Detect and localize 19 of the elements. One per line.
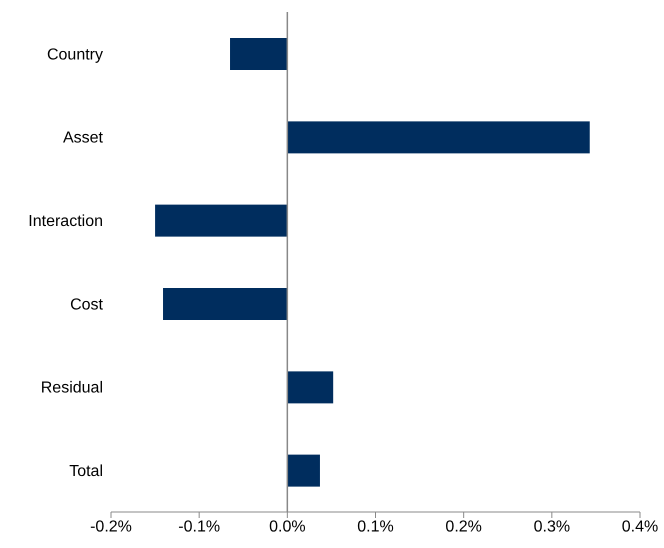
bar <box>155 204 288 237</box>
bar <box>287 454 320 487</box>
bar <box>287 371 334 404</box>
bar <box>230 38 288 70</box>
y-tick-label: Asset <box>62 130 104 147</box>
x-tick-label: 0.4% <box>622 518 658 536</box>
x-tick-label: 0.0% <box>269 518 306 536</box>
y-tick-label: Residual <box>40 380 103 397</box>
bar <box>163 288 288 320</box>
x-tick-label: -0.1% <box>178 518 220 536</box>
y-tick-label: Interaction <box>28 213 103 230</box>
y-tick-label: Country <box>46 46 103 64</box>
bar <box>287 121 590 154</box>
x-tick-label: 0.1% <box>357 518 394 536</box>
x-tick-label: 0.2% <box>445 518 482 536</box>
y-tick-label: Cost <box>70 296 104 314</box>
y-tick-label: Total <box>69 463 103 480</box>
x-tick-label: -0.2% <box>90 518 132 536</box>
x-tick-label: 0.3% <box>534 518 570 536</box>
